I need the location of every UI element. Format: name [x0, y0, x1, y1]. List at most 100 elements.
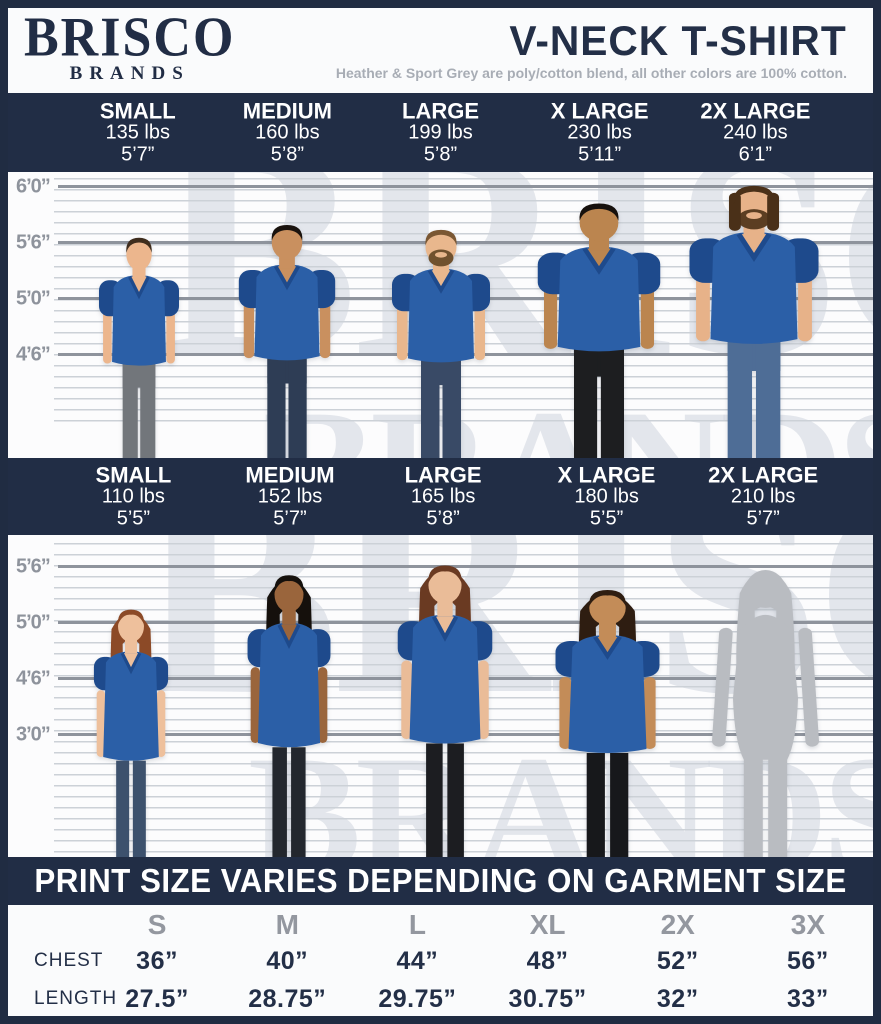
print-size-banner: PRINT SIZE VARIES DEPENDING ON GARMENT S…	[8, 857, 873, 905]
size-height-label: 5’5”	[589, 507, 624, 530]
size-height-label: 6’1”	[738, 143, 773, 166]
size-name-label: MEDIUM	[242, 98, 332, 124]
table-col-header-2x: 2X	[660, 909, 695, 940]
size-weight-label: 160 lbs	[255, 121, 320, 144]
model-photo	[247, 575, 331, 857]
model-photo	[93, 609, 169, 857]
height-mark-line	[58, 241, 873, 244]
height-mark-label: 5’0”	[16, 611, 51, 633]
model-photo	[555, 590, 660, 857]
size-height-label: 5’8”	[270, 143, 305, 166]
size-height-label: 5’7”	[746, 507, 780, 530]
mens-size-band: SMALL 135 lbs 5’7” MEDIUM 160 lbs 5’8” LARGE 19…	[8, 93, 873, 172]
size-column-2x-large: 2X LARGE 210 lbs 5’7”	[708, 463, 818, 530]
table-col-header-l: L	[408, 909, 426, 940]
size-column-small: SMALL 135 lbs 5’7”	[100, 99, 176, 166]
model-photo	[397, 565, 493, 857]
page-title: V-NECK T-SHIRT	[509, 17, 847, 65]
height-mark-label: 5’6”	[16, 555, 51, 577]
size-name-label: X LARGE	[557, 462, 656, 488]
header: BRISCO BRANDS V-NECK T-SHIRT Heather & S…	[8, 8, 873, 93]
model-figure	[381, 225, 501, 458]
size-column-large: LARGE 199 lbs 5’8”	[402, 99, 479, 166]
size-weight-label: 165 lbs	[410, 485, 476, 508]
size-weight-label: 152 lbs	[257, 485, 323, 508]
size-name-label: LARGE	[402, 98, 479, 124]
table-cell: 32”	[656, 984, 699, 1013]
model-figure	[90, 233, 188, 458]
height-mark-label: 5’6”	[16, 231, 51, 253]
height-mark-line	[58, 185, 873, 188]
size-height-label: 5’7”	[121, 143, 155, 166]
table-cell: 44”	[396, 946, 439, 975]
size-weight-label: 199 lbs	[408, 121, 473, 144]
table-cell: 48”	[526, 946, 569, 975]
height-mark-label: 4’6”	[16, 343, 51, 365]
table-cell: 40”	[266, 946, 309, 975]
garment-dimensions-table: S M L XL 2X 3X CHEST 36” 40” 44” 48” 52” 56” LENGTH 27…	[8, 905, 873, 1016]
size-name-label: 2X LARGE	[708, 462, 819, 488]
table-cell: 52”	[656, 946, 699, 975]
size-column-large: LARGE 165 lbs 5’8”	[405, 463, 482, 530]
model-silhouette	[691, 563, 840, 857]
model-figure	[232, 570, 346, 857]
size-name-label: MEDIUM	[245, 462, 335, 488]
title-block: V-NECK T-SHIRT Heather & Sport Grey are …	[235, 17, 873, 81]
size-name-label: LARGE	[404, 462, 482, 488]
size-height-label: 5’7”	[273, 507, 307, 530]
size-weight-label: 180 lbs	[574, 485, 639, 508]
model-figure	[536, 585, 679, 857]
size-weight-label: 110 lbs	[101, 485, 165, 508]
table-row-label-chest: CHEST	[34, 950, 104, 971]
height-mark-label: 4’6”	[16, 667, 51, 689]
table-col-header-3x: 3X	[790, 909, 826, 940]
model-figure	[228, 220, 346, 458]
brand-logo-subtext: BRANDS	[69, 62, 190, 84]
model-photo	[98, 237, 180, 458]
model-figure	[80, 605, 182, 857]
size-name-label: 2X LARGE	[700, 98, 811, 124]
table-col-header-xl: XL	[529, 909, 566, 940]
height-mark-label: 3’0”	[16, 723, 51, 745]
table-cell: 30.75”	[508, 984, 587, 1013]
model-photo	[537, 203, 661, 458]
model-photo	[689, 185, 819, 458]
size-height-label: 5’8”	[426, 507, 460, 530]
size-weight-label: 135 lbs	[105, 121, 170, 144]
height-mark-label: 5’0”	[16, 287, 51, 309]
size-column-small: SMALL 110 lbs 5’5”	[96, 463, 172, 530]
size-column-x-large: X LARGE 180 lbs 5’5”	[558, 463, 656, 530]
model-photo	[238, 224, 336, 458]
table-col-header-s: S	[147, 909, 167, 940]
size-weight-label: 240 lbs	[723, 121, 788, 144]
size-height-label: 5’8”	[423, 143, 458, 166]
table-cell: 27.5”	[125, 984, 189, 1013]
size-height-label: 5’5”	[116, 507, 151, 530]
height-mark-line	[58, 565, 873, 568]
table-cell: 56”	[787, 946, 829, 975]
size-weight-label: 230 lbs	[567, 121, 632, 144]
height-mark-label: 6’0”	[16, 175, 51, 197]
model-photo	[392, 229, 490, 458]
size-name-label: SMALL	[95, 462, 172, 488]
model-figure	[524, 198, 674, 458]
model-figure	[675, 180, 833, 458]
table-cell: 36”	[136, 946, 178, 975]
table-cell: 29.75”	[378, 984, 457, 1013]
womens-size-band: SMALL 110 lbs 5’5” MEDIUM 152 lbs 5’7” LARGE 16…	[8, 458, 873, 535]
table-col-header-m: M	[275, 909, 299, 940]
size-column-medium: MEDIUM 160 lbs 5’8”	[243, 99, 332, 166]
brand-logo-text: BRISCO	[24, 6, 236, 69]
print-size-banner-text: PRINT SIZE VARIES DEPENDING ON GARMENT S…	[34, 862, 847, 899]
womens-photo-section: BRISCO BRANDS 5’6”5’0”4’6”3’0”	[8, 535, 873, 857]
table-cell: 33”	[787, 984, 829, 1013]
fabric-note: Heather & Sport Grey are poly/cotton ble…	[335, 64, 847, 81]
size-name-label: SMALL	[99, 98, 176, 124]
table-row-label-length: LENGTH	[34, 988, 118, 1009]
size-column-2x-large: 2X LARGE 240 lbs 6’1”	[700, 99, 810, 166]
size-weight-label: 210 lbs	[730, 485, 796, 508]
size-column-x-large: X LARGE 230 lbs 5’11”	[551, 99, 649, 166]
model-figure	[380, 560, 510, 857]
size-name-label: X LARGE	[550, 98, 649, 124]
